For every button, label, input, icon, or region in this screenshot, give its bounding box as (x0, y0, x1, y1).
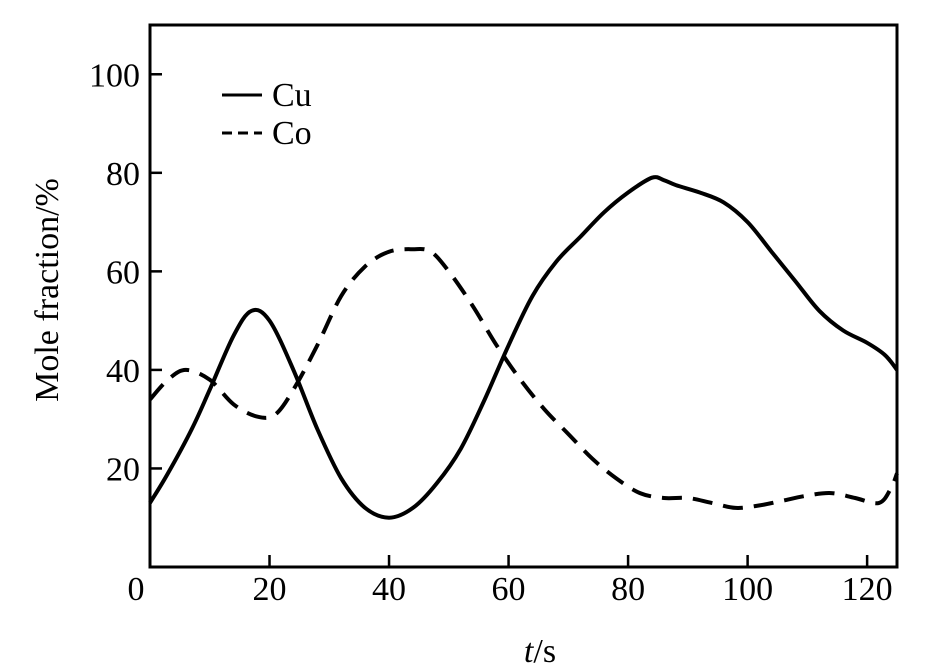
x-tick-label: 100 (722, 571, 773, 608)
x-tick-label: 80 (611, 571, 645, 608)
y-tick-label: 40 (106, 353, 140, 390)
x-axis-title: t/s (524, 633, 556, 665)
y-axis-title: Mole fraction/% (29, 178, 66, 402)
legend-label-co: Co (272, 115, 312, 152)
x-axis-title-italic: t (524, 633, 535, 665)
y-axis: 20 40 60 80 100 (89, 57, 162, 488)
x-tick-label: 120 (842, 571, 893, 608)
y-tick-label: 60 (106, 254, 140, 291)
plot-border (148, 23, 899, 569)
series-line-co (148, 247, 899, 510)
plot-frame (148, 23, 899, 569)
series-layer (148, 175, 899, 520)
x-axis-title-unit: /s (533, 633, 556, 665)
x-tick-label: 20 (253, 571, 287, 608)
y-tick-label: 100 (89, 57, 140, 94)
legend-label-cu: Cu (272, 77, 312, 114)
y-tick-label: 80 (106, 156, 140, 193)
x-tick-label: 40 (372, 571, 406, 608)
x-tick-label: 0 (128, 571, 145, 608)
x-axis: 0 20 40 60 80 100 120 (128, 555, 893, 608)
x-tick-label: 60 (492, 571, 526, 608)
y-tick-label: 20 (106, 451, 140, 488)
series-line-cu (148, 175, 899, 520)
